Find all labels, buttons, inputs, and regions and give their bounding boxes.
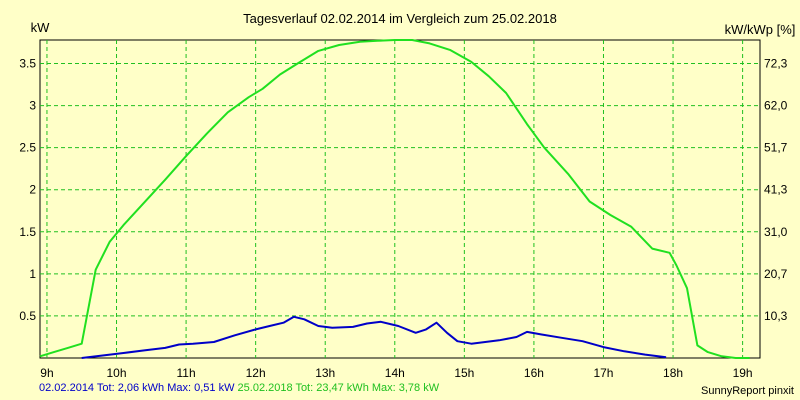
plot-area <box>39 39 761 359</box>
y-axis-left-label: kW <box>31 20 51 35</box>
y-left-tick-label: 2.5 <box>19 141 36 155</box>
series-lines <box>39 39 750 359</box>
y-left-tick-label: 3 <box>29 99 36 113</box>
legend-series-2018: 25.02.2018 Tot: 23,47 kWh Max: 3,78 kW <box>237 382 440 394</box>
legend-series-2014: 02.02.2014 Tot: 2,06 kWh Max: 0,51 kW <box>39 382 235 394</box>
y-left-tick-label: 1.5 <box>19 225 36 239</box>
x-tick-label: 16h <box>524 366 544 380</box>
y-right-tick-label: 41,3 <box>764 183 788 197</box>
x-tick-label: 10h <box>107 366 127 380</box>
y-left-tick-label: 1 <box>29 267 36 281</box>
x-tick-label: 17h <box>593 366 613 380</box>
y-axis-right-label: kW/kWp [%] <box>725 22 796 37</box>
y-left-tick-label: 0.5 <box>19 309 36 323</box>
x-tick-label: 9h <box>40 366 53 380</box>
y-left-tick-label: 3.5 <box>19 57 36 71</box>
legend: 02.02.2014 Tot: 2,06 kWh Max: 0,51 kW 25… <box>39 382 439 394</box>
x-tick-label: 12h <box>246 366 266 380</box>
series-line-25-02-2018 <box>39 39 750 359</box>
x-axis-ticks: 9h 10h 11h 12h 13h 14h 15h 16h 17h 18h 19h <box>40 366 752 380</box>
y-right-tick-label: 72,3 <box>764 57 788 71</box>
y-left-tick-label: 2 <box>29 183 36 197</box>
y-right-tick-label: 31,0 <box>764 225 788 239</box>
y-right-tick-label: 51,7 <box>764 141 788 155</box>
chart-title: Tagesverlauf 02.02.2014 im Vergleich zum… <box>243 11 557 26</box>
y-axis-left-ticks: 0.5 1 1.5 2 2.5 3 3.5 <box>19 57 36 323</box>
x-tick-label: 13h <box>315 366 335 380</box>
series-line-02-02-2014 <box>81 315 667 359</box>
x-tick-label: 11h <box>177 366 196 380</box>
x-tick-label: 18h <box>663 366 683 380</box>
y-right-tick-label: 62,0 <box>764 99 788 113</box>
y-axis-right-ticks: 10,3 20,7 31,0 41,3 51,7 62,0 72,3 <box>764 57 788 323</box>
x-tick-label: 15h <box>454 366 474 380</box>
x-tick-label: 19h <box>733 366 753 380</box>
x-tick-label: 14h <box>385 366 405 380</box>
credit-text: SunnyReport pinxit <box>701 385 794 397</box>
y-right-tick-label: 10,3 <box>764 309 788 323</box>
y-right-tick-label: 20,7 <box>764 267 788 281</box>
